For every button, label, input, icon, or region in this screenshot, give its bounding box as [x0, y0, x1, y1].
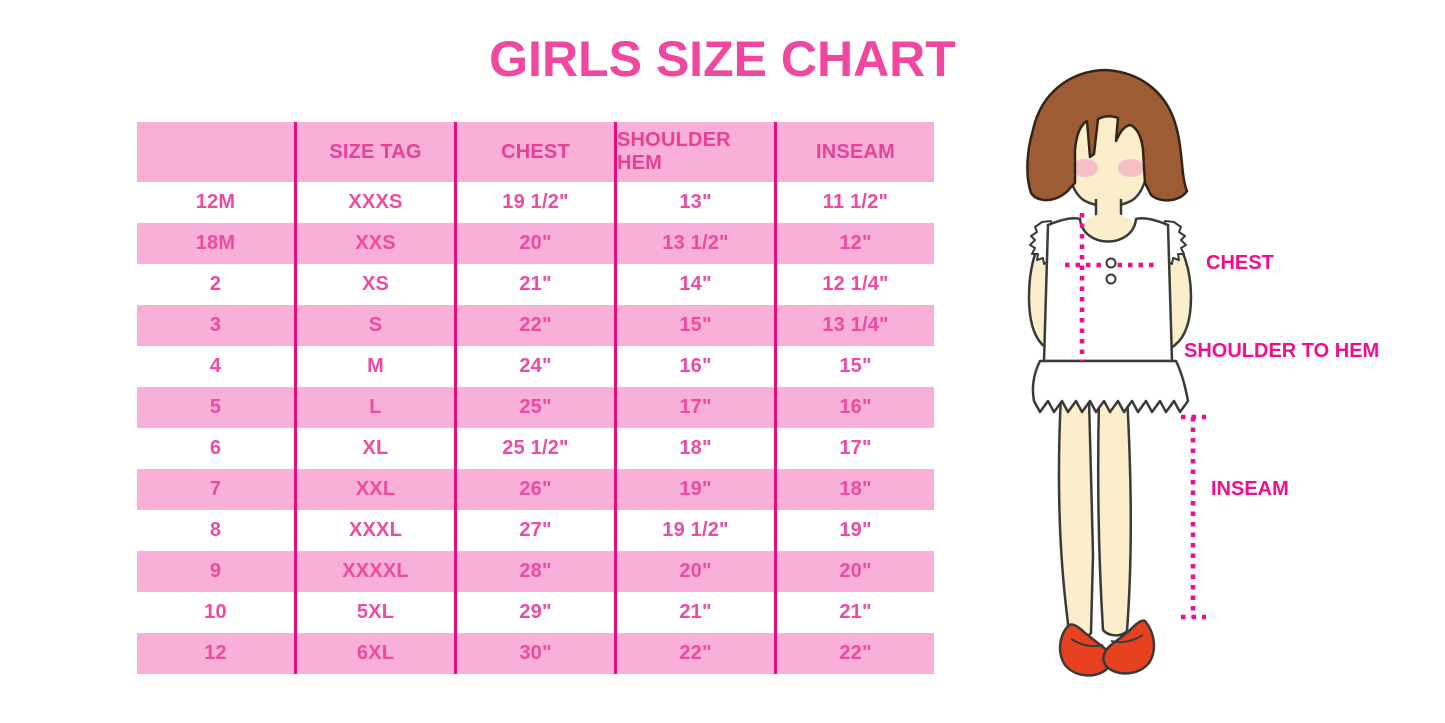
inseam-measure-label: INSEAM	[1211, 478, 1289, 500]
table-cell: 18M	[195, 232, 236, 254]
girl-leg-right	[1096, 393, 1133, 637]
girl-cheek-left	[1072, 159, 1098, 177]
table-cell: 9	[209, 560, 222, 582]
table-row: 8 XXXL 27" 19 1/2" 19"	[137, 510, 934, 551]
table-cell: 26"	[454, 469, 614, 510]
table-cell: 17"	[614, 387, 774, 428]
table-cell: 15"	[774, 346, 934, 387]
table-cell: 27"	[454, 510, 614, 551]
table-cell: 17"	[774, 428, 934, 469]
table-cell: 3	[209, 314, 222, 336]
table-header-row: SIZE TAG CHEST SHOULDER HEM INSEAM	[137, 122, 934, 182]
table-cell: 5	[209, 396, 222, 418]
table-cell: 22"	[454, 305, 614, 346]
table-cell: 13 1/4"	[774, 305, 934, 346]
page-title: GIRLS SIZE CHART	[489, 31, 956, 87]
table-cell: XL	[294, 428, 454, 469]
table-cell: 5XL	[294, 592, 454, 633]
table-row: 6 XL 25 1/2" 18" 17"	[137, 428, 934, 469]
table-cell: 18"	[614, 428, 774, 469]
table-cell: 6XL	[294, 633, 454, 674]
table-cell: 14"	[614, 264, 774, 305]
table-cell: 12"	[774, 223, 934, 264]
table-cell: 16"	[774, 387, 934, 428]
table-cell: XS	[294, 264, 454, 305]
girl-shoe-left	[1058, 623, 1112, 677]
table-row: 2 XS 21" 14" 12 1/4"	[137, 264, 934, 305]
table-cell: XXXS	[294, 182, 454, 223]
table-cell: 24"	[454, 346, 614, 387]
girl-leg-left	[1057, 393, 1095, 639]
table-cell: 13 1/2"	[614, 223, 774, 264]
table-row: 3 S 22" 15" 13 1/4"	[137, 305, 934, 346]
table-cell: 25"	[454, 387, 614, 428]
table-cell: XXS	[294, 223, 454, 264]
table-cell: 12	[204, 642, 227, 664]
table-row: 18M XXS 20" 13 1/2" 12"	[137, 223, 934, 264]
shoulder-to-hem-measure-label: SHOULDER TO HEM	[1184, 340, 1380, 362]
table-cell: 25 1/2"	[454, 428, 614, 469]
table-cell: 12M	[195, 191, 236, 213]
column-header-size-tag: SIZE TAG	[294, 122, 454, 182]
girl-cheek-right	[1118, 159, 1144, 177]
column-header-inseam: INSEAM	[774, 122, 934, 182]
table-cell: 20"	[774, 551, 934, 592]
table-cell: 21"	[454, 264, 614, 305]
table-cell: 4	[209, 355, 222, 377]
table-cell: 19 1/2"	[614, 510, 774, 551]
table-cell: 6	[209, 437, 222, 459]
table-cell: 12 1/4"	[774, 264, 934, 305]
column-header-size	[137, 122, 294, 182]
table-cell: 22"	[774, 633, 934, 674]
girl-top-button	[1105, 273, 1117, 285]
table-cell: 15"	[614, 305, 774, 346]
table-row: 7 XXL 26" 19" 18"	[137, 469, 934, 510]
girl-shoe-right	[1102, 619, 1156, 675]
table-cell: 11 1/2"	[774, 182, 934, 223]
table-cell: XXL	[294, 469, 454, 510]
girl-top	[1042, 217, 1174, 363]
column-header-shoulder-hem: SHOULDER HEM	[614, 122, 774, 182]
table-cell: 8	[209, 519, 222, 541]
chest-measure-label: CHEST	[1206, 252, 1274, 274]
table-cell: 19 1/2"	[454, 182, 614, 223]
girl-hair	[1026, 68, 1189, 202]
girl-figure-illustration	[1026, 68, 1206, 677]
table-cell: 21"	[774, 592, 934, 633]
size-chart-table: SIZE TAG CHEST SHOULDER HEM INSEAM 12M X…	[137, 122, 934, 674]
table-cell: 7	[209, 478, 222, 500]
girl-skirt	[1031, 359, 1190, 414]
table-row: 12M XXXS 19 1/2" 13" 11 1/2"	[137, 182, 934, 223]
table-cell: 13"	[614, 182, 774, 223]
table-cell: 2	[209, 273, 222, 295]
table-row: 10 5XL 29" 21" 21"	[137, 592, 934, 633]
table-cell: 22"	[614, 633, 774, 674]
table-cell: 16"	[614, 346, 774, 387]
table-cell: L	[294, 387, 454, 428]
table-cell: 18"	[774, 469, 934, 510]
table-cell: S	[294, 305, 454, 346]
table-cell: 29"	[454, 592, 614, 633]
table-row: 12 6XL 30" 22" 22"	[137, 633, 934, 674]
table-cell: XXXXL	[294, 551, 454, 592]
table-cell: 28"	[454, 551, 614, 592]
table-cell: 30"	[454, 633, 614, 674]
table-cell: 10	[204, 601, 227, 623]
girl-top-button	[1105, 257, 1117, 269]
table-row: 4 M 24" 16" 15"	[137, 346, 934, 387]
table-cell: M	[294, 346, 454, 387]
table-cell: 20"	[614, 551, 774, 592]
table-cell: 21"	[614, 592, 774, 633]
table-cell: 19"	[774, 510, 934, 551]
column-header-chest: CHEST	[454, 122, 614, 182]
table-cell: XXXL	[294, 510, 454, 551]
table-row: 5 L 25" 17" 16"	[137, 387, 934, 428]
table-row: 9 XXXXL 28" 20" 20"	[137, 551, 934, 592]
table-cell: 20"	[454, 223, 614, 264]
table-cell: 19"	[614, 469, 774, 510]
